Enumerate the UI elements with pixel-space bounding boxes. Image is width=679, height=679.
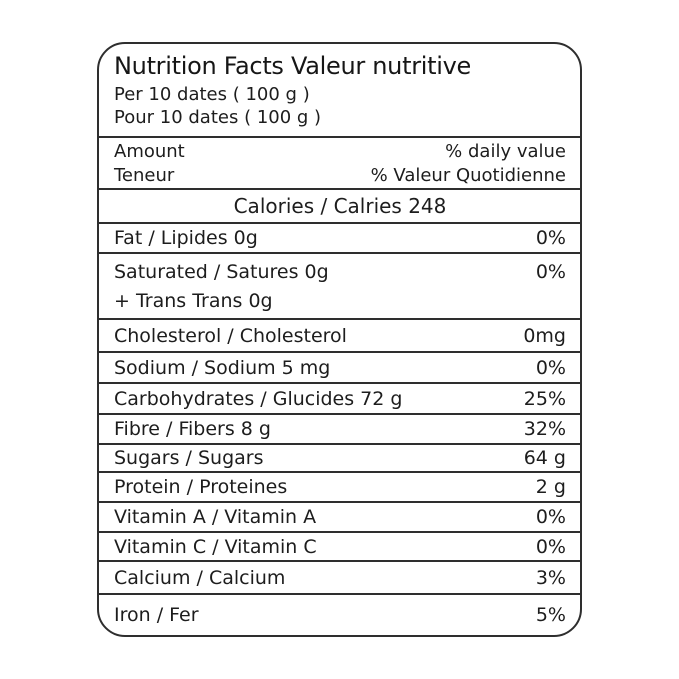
nutrient-row-calcium: Calcium / Calcium 3% <box>99 560 580 593</box>
nutrient-row-sodium: Sodium / Sodium 5 mg 0% <box>99 351 580 382</box>
nutrient-label: Calcium / Calcium <box>114 566 286 589</box>
label-header: Nutrition Facts Valeur nutritive Per 10 … <box>99 44 580 136</box>
nutrient-value: 0% <box>535 506 566 528</box>
nutrient-value: 0% <box>535 535 566 558</box>
nutrient-row-fat: Fat / Lipides 0g 0% <box>99 222 580 252</box>
nutrient-label: Saturated / Satures 0g <box>114 261 329 283</box>
nutrient-row-vitamin-a: Vitamin A / Vitamin A 0% <box>99 501 580 531</box>
nutrient-value: 0% <box>535 261 566 283</box>
amounts-header-line-fr: Teneur % Valeur Quotidienne <box>114 164 566 188</box>
amount-label-fr: Teneur <box>114 164 175 186</box>
nutrient-label: Cholesterol / Cholesterol <box>114 324 347 347</box>
nutrient-label: Sugars / Sugars <box>114 447 264 469</box>
nutrient-value: 25% <box>523 387 566 410</box>
nutrient-label: Iron / Fer <box>114 604 199 626</box>
nutrient-row-vitamin-c: Vitamin C / Vitamin C 0% <box>99 531 580 560</box>
daily-value-label-en: % daily value <box>445 140 566 162</box>
daily-value-label-fr: % Valeur Quotidienne <box>370 164 566 186</box>
amounts-header-line-en: Amount % daily value <box>114 140 566 164</box>
amount-label-en: Amount <box>114 140 185 162</box>
nutrient-row-iron: Iron / Fer 5% <box>99 593 580 635</box>
nutrient-label: Fat / Lipides 0g <box>114 227 258 249</box>
nutrient-value: 64 g <box>523 447 566 469</box>
label-title: Nutrition Facts Valeur nutritive <box>114 52 471 80</box>
serving-size-fr: Pour 10 dates ( 100 g ) <box>114 107 322 128</box>
nutrient-value: 0mg <box>523 324 566 347</box>
nutrient-row-cholesterol: Cholesterol / Cholesterol 0mg <box>99 318 580 351</box>
nutrient-value: 0% <box>535 227 566 249</box>
serving-size-en: Per 10 dates ( 100 g ) <box>114 84 310 105</box>
nutrient-row-sugars: Sugars / Sugars 64 g <box>99 443 580 471</box>
nutrient-value: 0% <box>535 356 566 379</box>
nutrient-value: 32% <box>523 418 566 440</box>
nutrient-label: Vitamin C / Vitamin C <box>114 535 317 558</box>
nutrient-label: Fibre / Fibers 8 g <box>114 418 271 440</box>
nutrient-row-fibre: Fibre / Fibers 8 g 32% <box>99 413 580 443</box>
calories-text: Calories / Calries 248 <box>233 194 447 218</box>
nutrient-label-trans: + Trans Trans 0g <box>114 290 273 312</box>
nutrient-value: 3% <box>535 566 566 589</box>
nutrient-row-carbohydrates: Carbohydrates / Glucides 72 g 25% <box>99 382 580 413</box>
nutrient-value: 2 g <box>535 476 566 498</box>
saturated-labels: Saturated / Satures 0g + Trans Trans 0g <box>114 258 329 316</box>
nutrient-label: Protein / Proteines <box>114 476 288 498</box>
nutrient-value: 5% <box>535 604 566 626</box>
nutrient-label: Sodium / Sodium 5 mg <box>114 356 331 379</box>
nutrient-label: Vitamin A / Vitamin A <box>114 506 317 528</box>
nutrient-row-protein: Protein / Proteines 2 g <box>99 471 580 501</box>
nutrient-label: Carbohydrates / Glucides 72 g <box>114 387 403 410</box>
calories-row: Calories / Calries 248 <box>99 188 580 222</box>
amounts-header-row: Amount % daily value Teneur % Valeur Quo… <box>99 136 580 188</box>
nutrition-facts-label: Nutrition Facts Valeur nutritive Per 10 … <box>97 42 582 637</box>
nutrient-row-saturated: Saturated / Satures 0g + Trans Trans 0g … <box>99 252 580 318</box>
